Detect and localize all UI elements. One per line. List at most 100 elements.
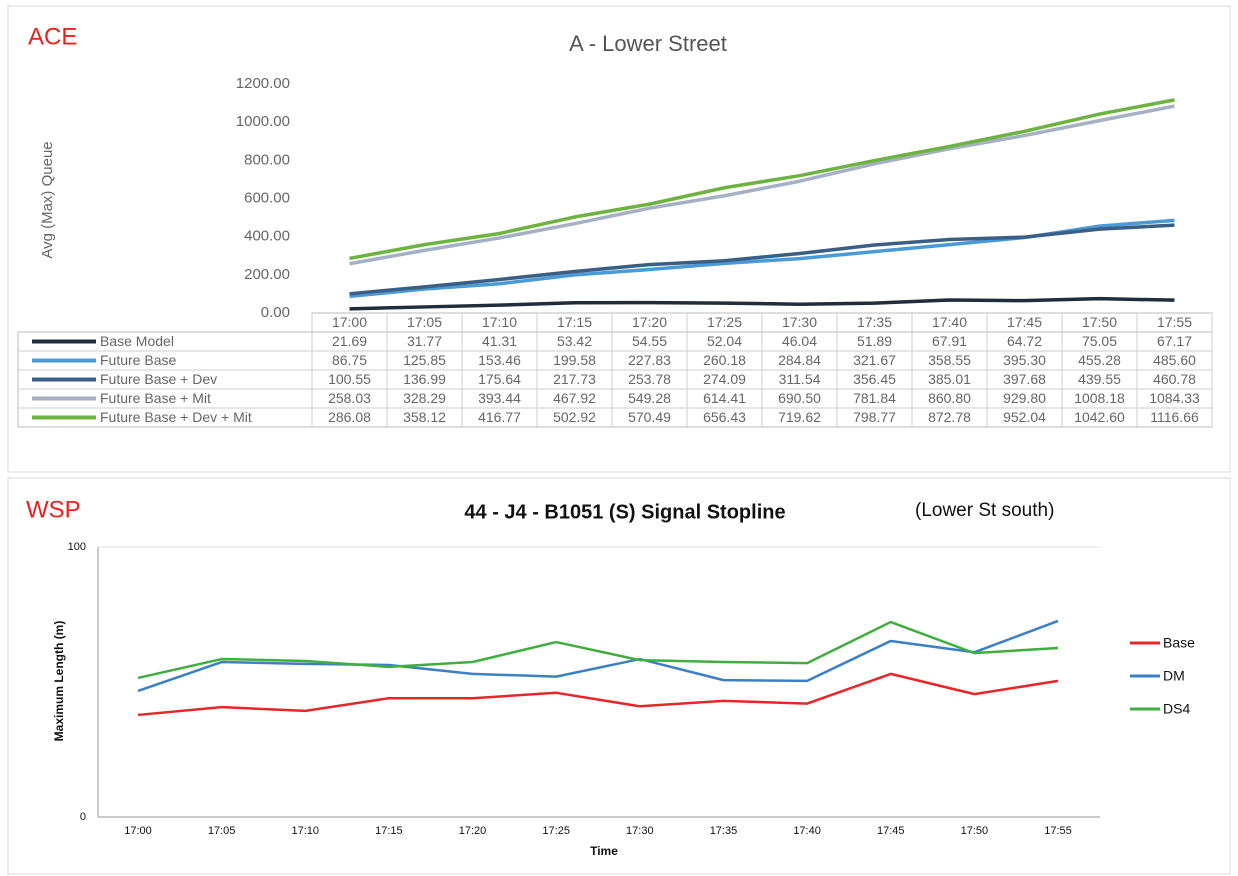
table-cell: 217.73	[553, 371, 596, 387]
table-cell: 75.05	[1082, 333, 1117, 349]
x-tick-label: 17:50	[1082, 314, 1117, 330]
x-tick-label: 17:05	[208, 825, 236, 837]
x-tick-label: 17:10	[292, 825, 320, 837]
x-tick-label: 17:55	[1157, 314, 1192, 330]
x-tick-label: 17:50	[961, 825, 989, 837]
table-cell: 328.29	[403, 390, 446, 406]
table-cell: 385.01	[928, 371, 971, 387]
table-cell: 356.45	[853, 371, 896, 387]
legend-label: DS4	[1163, 701, 1190, 717]
chart-title: A - Lower Street	[569, 31, 727, 56]
x-tick-label: 17:30	[782, 314, 817, 330]
y-tick-label: 1000.00	[236, 113, 290, 130]
table-cell: 64.72	[1007, 333, 1042, 349]
table-cell: 53.42	[557, 333, 592, 349]
chart-subtitle: (Lower St south)	[915, 500, 1054, 521]
x-tick-label: 17:15	[375, 825, 403, 837]
y-tick-label: 800.00	[244, 151, 290, 168]
chart-title: 44 - J4 - B1051 (S) Signal Stopline	[464, 501, 785, 523]
x-tick-label: 17:35	[710, 825, 738, 837]
table-cell: 86.75	[332, 352, 367, 368]
table-cell: 455.28	[1078, 352, 1121, 368]
x-tick-label: 17:45	[877, 825, 905, 837]
table-cell: 67.17	[1157, 333, 1192, 349]
table-cell: 485.60	[1153, 352, 1196, 368]
table-cell: 952.04	[1003, 409, 1046, 425]
table-cell: 1008.18	[1074, 390, 1125, 406]
panel-label: ACE	[28, 23, 77, 50]
table-cell: 175.64	[478, 371, 521, 387]
table-cell: 798.77	[853, 409, 896, 425]
table-cell: 1084.33	[1149, 390, 1200, 406]
table-cell: 395.30	[1003, 352, 1046, 368]
table-cell: 439.55	[1078, 371, 1121, 387]
table-cell: 321.67	[853, 352, 896, 368]
table-cell: 397.68	[1003, 371, 1046, 387]
table-cell: 467.92	[553, 390, 596, 406]
series-line	[349, 223, 1175, 296]
table-cell: 136.99	[403, 371, 446, 387]
table-cell: 502.92	[553, 409, 596, 425]
table-cell: 21.69	[332, 333, 367, 349]
y-tick-label: 1200.00	[236, 75, 290, 92]
table-cell: 860.80	[928, 390, 971, 406]
table-cell: 153.46	[478, 352, 521, 368]
table-cell: 690.50	[778, 390, 821, 406]
x-tick-label: 17:20	[632, 314, 667, 330]
series-line	[137, 620, 1059, 680]
table-cell: 51.89	[857, 333, 892, 349]
table-cell: 549.28	[628, 390, 671, 406]
table-cell: 656.43	[703, 409, 746, 425]
legend-label: Future Base + Dev	[100, 371, 217, 387]
y-tick-label: 0	[80, 811, 86, 823]
x-tick-label: 17:40	[793, 825, 821, 837]
series-line	[349, 98, 1175, 261]
table-cell: 570.49	[628, 409, 671, 425]
table-cell: 46.04	[782, 333, 817, 349]
table-cell: 358.55	[928, 352, 971, 368]
legend-label: Future Base + Dev + Mit	[100, 409, 252, 425]
y-axis-label: Maximum Length (m)	[52, 621, 66, 742]
x-tick-label: 17:40	[932, 314, 967, 330]
table-cell: 52.04	[707, 333, 742, 349]
table-cell: 460.78	[1153, 371, 1196, 387]
x-tick-label: 17:10	[482, 314, 517, 330]
table-cell: 260.18	[703, 352, 746, 368]
x-tick-label: 17:20	[459, 825, 487, 837]
series-line	[349, 104, 1175, 266]
x-tick-label: 17:30	[626, 825, 654, 837]
table-cell: 31.77	[407, 333, 442, 349]
x-tick-label: 17:00	[124, 825, 152, 837]
y-tick-label: 100	[68, 541, 86, 553]
legend-label: Base Model	[100, 333, 174, 349]
y-tick-label: 400.00	[244, 228, 290, 245]
x-tick-label: 17:15	[557, 314, 592, 330]
table-cell: 227.83	[628, 352, 671, 368]
table-cell: 284.84	[778, 352, 821, 368]
y-tick-label: 600.00	[244, 189, 290, 206]
table-cell: 54.55	[632, 333, 667, 349]
legend-label: Base	[1163, 635, 1195, 651]
x-axis-label: Time	[590, 844, 618, 858]
table-cell: 719.62	[778, 409, 821, 425]
table-cell: 1042.60	[1074, 409, 1125, 425]
table-cell: 274.09	[703, 371, 746, 387]
panel	[7, 477, 1231, 875]
table-cell: 41.31	[482, 333, 517, 349]
series-line	[137, 672, 1059, 717]
x-tick-label: 17:35	[857, 314, 892, 330]
y-tick-label: 200.00	[244, 266, 290, 283]
table-cell: 393.44	[478, 390, 521, 406]
x-tick-label: 17:25	[542, 825, 570, 837]
table-cell: 781.84	[853, 390, 896, 406]
table-cell: 872.78	[928, 409, 971, 425]
table-cell: 311.54	[779, 371, 821, 387]
legend-label: Future Base	[100, 352, 176, 368]
x-tick-label: 17:55	[1044, 825, 1072, 837]
x-tick-label: 17:25	[707, 314, 742, 330]
table-cell: 286.08	[328, 409, 371, 425]
table-cell: 614.41	[703, 390, 746, 406]
series-line	[137, 619, 1059, 693]
table-cell: 929.80	[1003, 390, 1046, 406]
